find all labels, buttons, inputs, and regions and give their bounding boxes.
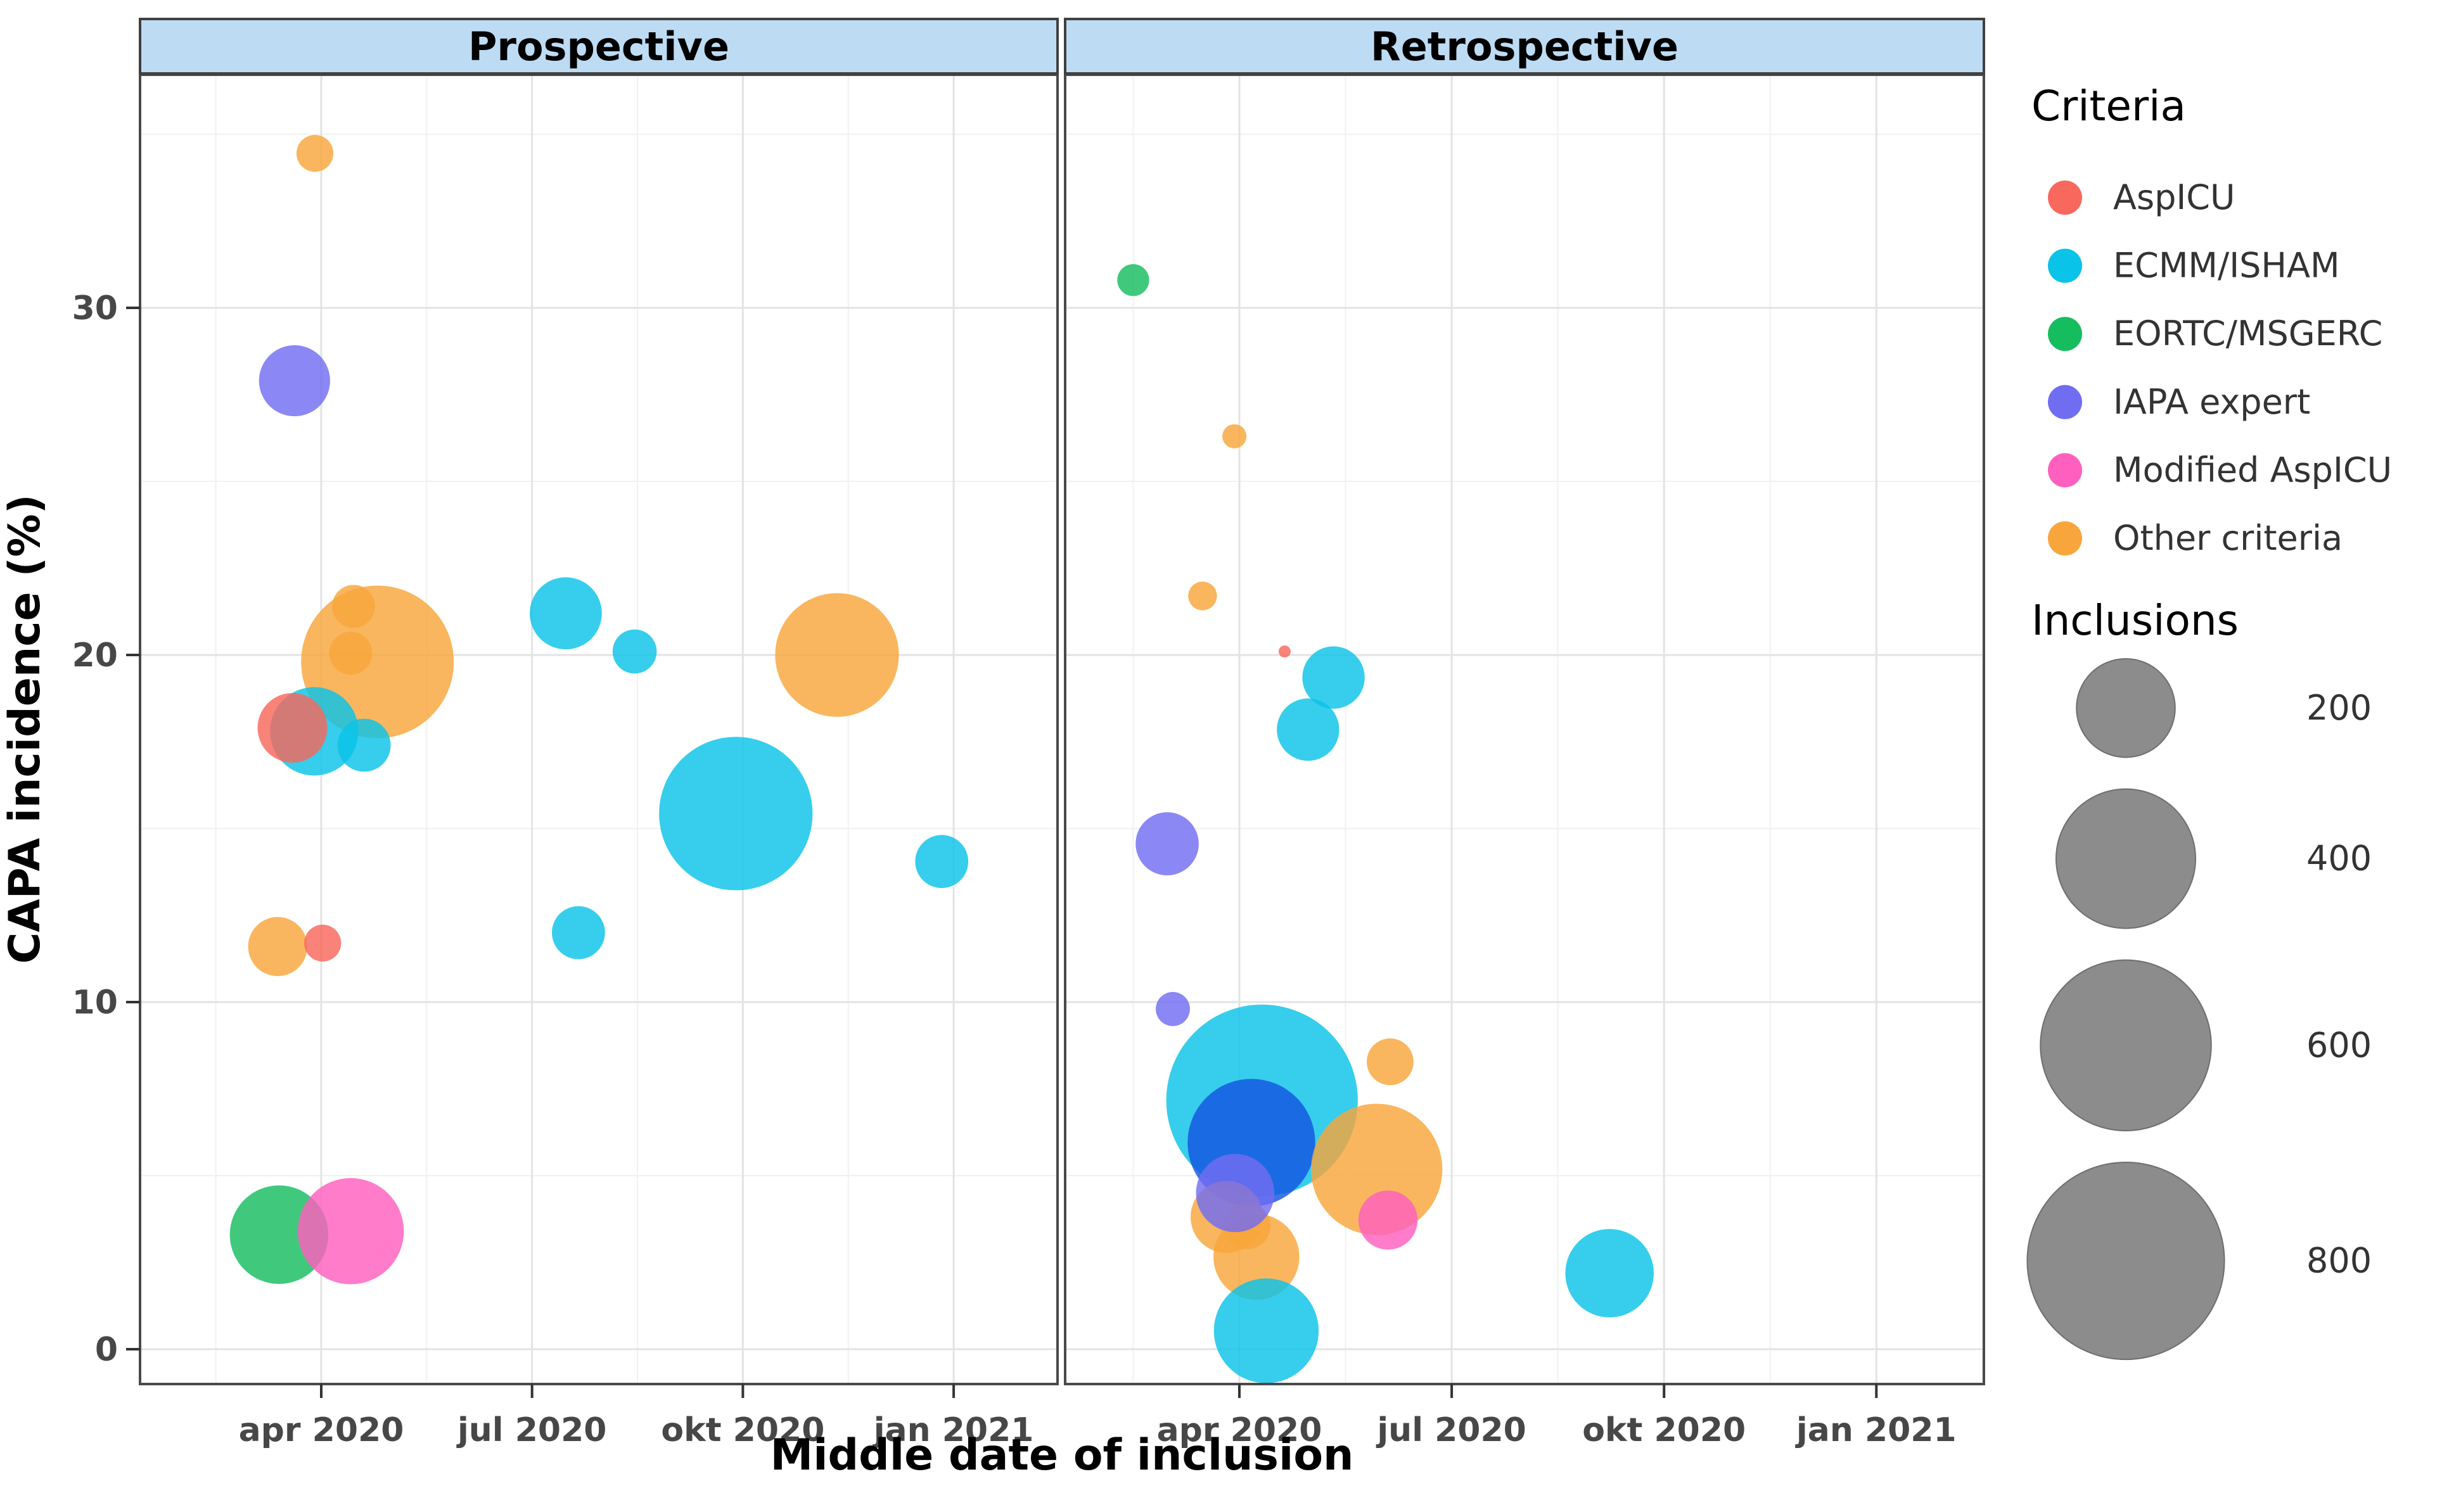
- legend-key-circle: [2048, 453, 2082, 488]
- bubble-ecmm-isham: [1565, 1229, 1654, 1318]
- x-tick-label: jan 2021: [1795, 1411, 1957, 1449]
- x-tick-label: jul 2020: [456, 1411, 607, 1449]
- bubble-ecmm-isham: [612, 629, 657, 674]
- bubble-ecmm-isham: [1213, 1278, 1319, 1383]
- bubbles: [229, 135, 969, 1285]
- y-tick-label: 10: [72, 984, 118, 1022]
- facet-panel-prospective: Prospective apr 2020 jul 2020 okt 2020 jan 2…: [139, 18, 1059, 1449]
- legend-item-label: IAPA expert: [2113, 382, 2310, 422]
- legend-size-circle: [2076, 658, 2176, 758]
- facet-strip-label: Prospective: [468, 23, 729, 70]
- bubble-other-criteria: [296, 135, 334, 172]
- x-axis-title: Middle date of inclusion: [770, 1430, 1354, 1480]
- x-tick-label: okt 2020: [1582, 1411, 1746, 1449]
- bubble-other-criteria: [1367, 1038, 1414, 1086]
- x-tick-label: jan 2021: [873, 1411, 1034, 1449]
- bubble-ecmm-isham: [337, 718, 391, 772]
- y-tick-label: 30: [72, 289, 118, 327]
- legend-key-circle: [2048, 181, 2082, 215]
- bubble-iapa-expert: [1156, 992, 1190, 1026]
- x-tick-label: apr 2020: [1157, 1411, 1322, 1449]
- legend-item-other-criteria: Other criteria: [2048, 518, 2343, 558]
- legend-item-label: AspICU: [2113, 177, 2235, 217]
- legend: Criteria AspICU ECMM/ISHAM EORTC/MSGERC IAPA…: [2026, 82, 2392, 1361]
- bubble-aspicu: [257, 693, 328, 763]
- facet-strip-label: Retrospective: [1371, 23, 1678, 70]
- facet-strip: [1064, 18, 1985, 75]
- bubbles: [1117, 264, 1654, 1383]
- legend-size-circle: [2055, 788, 2196, 929]
- bubble-modified-aspicu: [297, 1178, 404, 1285]
- legend-item-label: ECMM/ISHAM: [2113, 246, 2340, 286]
- bubble-iapa-expert: [259, 345, 330, 417]
- legend-key-circle: [2048, 384, 2082, 419]
- legend-item-iapa-expert: IAPA expert: [2048, 382, 2310, 422]
- legend-key-circle: [2048, 521, 2082, 556]
- bubble-aspicu: [1278, 645, 1291, 658]
- gridlines: [140, 75, 1058, 1384]
- y-tick-label: 0: [95, 1331, 118, 1369]
- y-axis-title: CAPA incidence (%): [0, 494, 50, 963]
- legend-item-modified-aspicu: Modified AspICU: [2048, 450, 2392, 490]
- legend-item-label: Other criteria: [2113, 518, 2343, 558]
- x-tick-label: jul 2020: [1376, 1411, 1526, 1449]
- legend-key-circle: [2048, 317, 2082, 352]
- bubble-other-criteria: [1188, 581, 1217, 611]
- legend-size-circle: [2026, 1162, 2225, 1361]
- legend-size-label: 600: [2306, 1025, 2372, 1065]
- bubble-ecmm-isham: [659, 737, 813, 891]
- legend-size-item-800: 800: [2026, 1162, 2372, 1361]
- facet-strip: [139, 18, 1059, 75]
- bubble-iapa-expert: [1196, 1153, 1275, 1233]
- bubble-other-criteria: [332, 585, 375, 628]
- legend-item-eortc-msgerc: EORTC/MSGERC: [2048, 314, 2382, 353]
- bubble-aspicu: [304, 924, 342, 962]
- bubble-eortc-msgerc: [1117, 264, 1149, 296]
- bubble-other-criteria: [329, 632, 373, 675]
- legend-size-item-200: 200: [2076, 658, 2372, 758]
- bubble-ecmm-isham: [530, 577, 602, 650]
- y-axis: 0 10 20 30: [72, 289, 140, 1369]
- legend-criteria-title: Criteria: [2031, 82, 2186, 130]
- bubble-other-criteria: [248, 917, 307, 976]
- legend-size-circle: [2040, 959, 2212, 1132]
- legend-inclusions-title: Inclusions: [2031, 596, 2239, 645]
- x-tick-label: apr 2020: [239, 1411, 404, 1449]
- bubble-other-criteria: [1222, 424, 1247, 448]
- legend-item-aspicu: AspICU: [2048, 177, 2235, 217]
- legend-key-circle: [2048, 248, 2082, 283]
- legend-size-label: 800: [2306, 1241, 2372, 1281]
- bubble-iapa-expert: [1135, 812, 1199, 875]
- legend-size-label: 200: [2306, 688, 2372, 728]
- bubble-other-criteria: [775, 593, 899, 717]
- legend-item-label: Modified AspICU: [2113, 450, 2392, 490]
- legend-item-ecmm-isham: ECMM/ISHAM: [2048, 246, 2340, 286]
- legend-size-label: 400: [2306, 839, 2372, 879]
- x-tick-label: okt 2020: [661, 1411, 824, 1449]
- bubble-ecmm-isham: [1277, 698, 1339, 761]
- y-tick-label: 20: [72, 637, 118, 675]
- legend-size-item-600: 600: [2040, 959, 2372, 1132]
- bubble-ecmm-isham: [915, 835, 969, 888]
- bubble-ecmm-isham: [552, 906, 605, 960]
- legend-item-label: EORTC/MSGERC: [2113, 314, 2382, 353]
- bubble-modified-aspicu: [1358, 1190, 1418, 1250]
- facet-panel-retrospective: Retrospective apr 2020 jul 2020 okt 2020 jan…: [1064, 18, 1985, 1449]
- bubble-ecmm-isham: [1302, 646, 1365, 709]
- legend-size-item-400: 400: [2055, 788, 2372, 929]
